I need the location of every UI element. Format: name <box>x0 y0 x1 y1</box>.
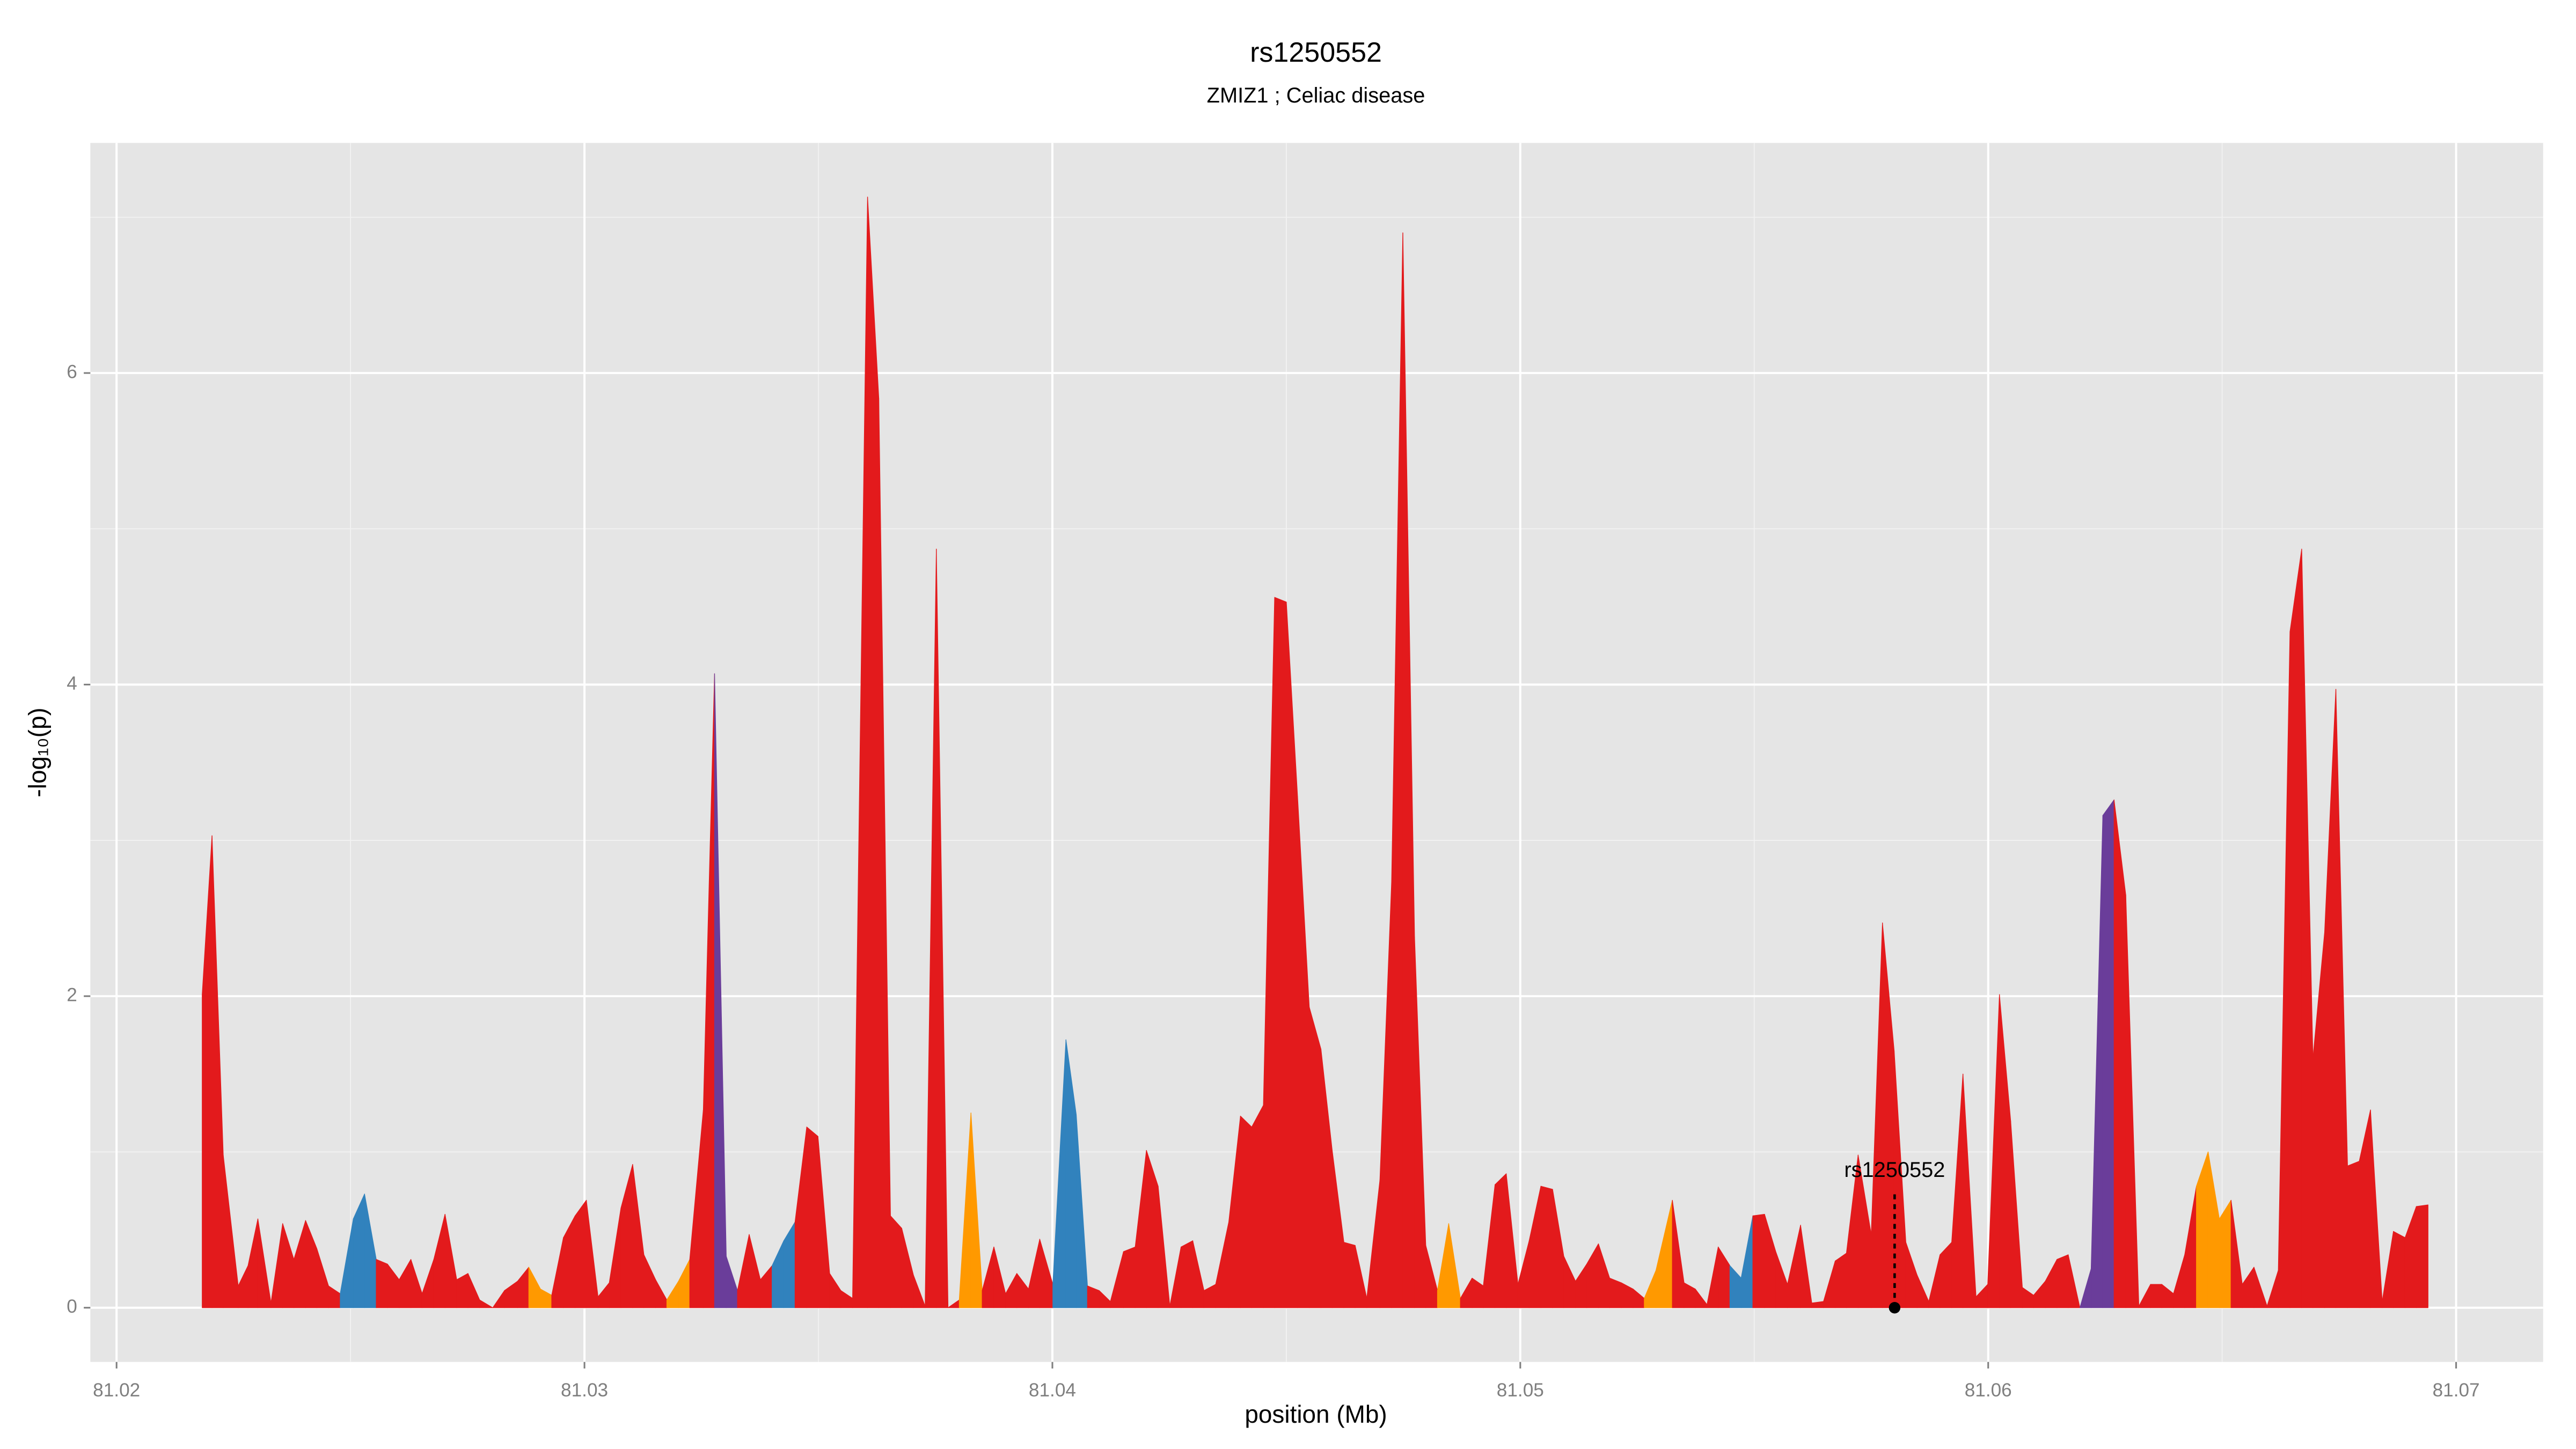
axes: 81.02 81.03 81.04 81.05 81.06 81.07 0 2 4 6 <box>67 361 2479 1401</box>
area-segment <box>1251 1104 1264 1308</box>
area-segment <box>2289 548 2302 1308</box>
x-tick-label: 81.07 <box>2433 1380 2480 1401</box>
area-segment <box>806 1126 818 1308</box>
area-segment <box>936 548 949 1308</box>
area-segment <box>1240 1116 1252 1308</box>
area-segment <box>2219 1199 2231 1308</box>
area-segment <box>1495 1173 1507 1308</box>
area-segment <box>1540 1185 1553 1308</box>
area-segment <box>2347 1161 2360 1308</box>
area-segment <box>1752 1213 1765 1308</box>
area-segment <box>1181 1240 1194 1308</box>
area-segment <box>2102 799 2114 1308</box>
area-segment <box>890 1215 902 1308</box>
y-tick-label: 0 <box>67 1296 77 1317</box>
area-segment <box>2416 1204 2428 1308</box>
x-tick-label: 81.03 <box>561 1380 608 1401</box>
area-segment <box>1343 1242 1356 1308</box>
area-marks: rs1250552 <box>202 196 2428 1314</box>
area-segment <box>1274 597 1287 1308</box>
chart-subtitle: ZMIZ1 ; Celiac disease <box>1207 84 1425 107</box>
area-segment <box>1123 1246 1136 1308</box>
x-tick-label: 81.05 <box>1497 1380 1544 1401</box>
area-segment <box>1609 1277 1622 1308</box>
area-segment <box>1309 1006 1322 1308</box>
area-segment <box>2393 1231 2406 1308</box>
area-segment <box>2057 1254 2069 1308</box>
area-segment <box>1835 1253 1847 1308</box>
y-tick-label: 4 <box>67 673 77 694</box>
annotation-label: rs1250552 <box>1844 1158 1945 1182</box>
x-tick-label: 81.02 <box>93 1380 140 1401</box>
y-tick-label: 2 <box>67 984 77 1005</box>
y-axis-label: -log₁₀(p) <box>24 707 52 797</box>
x-tick-label: 81.04 <box>1029 1380 1076 1401</box>
area-segment <box>2068 1254 2081 1308</box>
chart-title: rs1250552 <box>1250 37 1382 68</box>
annotation-point <box>1889 1302 1901 1314</box>
y-tick-label: 6 <box>67 361 77 382</box>
area-segment <box>575 1199 587 1308</box>
area-segment <box>2150 1284 2162 1308</box>
area-segment <box>376 1259 388 1308</box>
x-axis-label: position (Mb) <box>1245 1400 1387 1428</box>
x-tick-label: 81.06 <box>1965 1380 2012 1401</box>
area-segment <box>456 1273 469 1308</box>
area-segment <box>867 196 880 1308</box>
area-segment <box>479 1299 493 1308</box>
